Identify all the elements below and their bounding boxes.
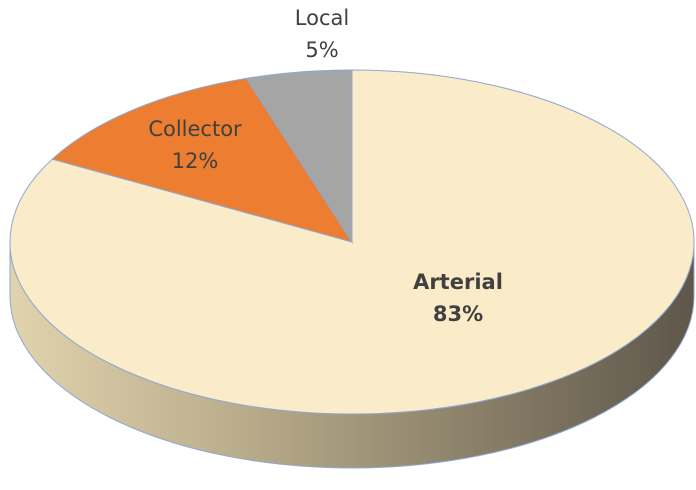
slice-label-name: Arterial bbox=[413, 270, 503, 294]
pie-slice bbox=[51, 77, 354, 243]
slice-label-value: 12% bbox=[172, 149, 219, 173]
slice-label-value: 5% bbox=[305, 38, 338, 62]
slice-label-value: 83% bbox=[433, 302, 483, 326]
slice-label-name: Collector bbox=[148, 117, 242, 141]
pie-slice bbox=[245, 69, 353, 244]
slice-label-name: Local bbox=[295, 6, 349, 30]
